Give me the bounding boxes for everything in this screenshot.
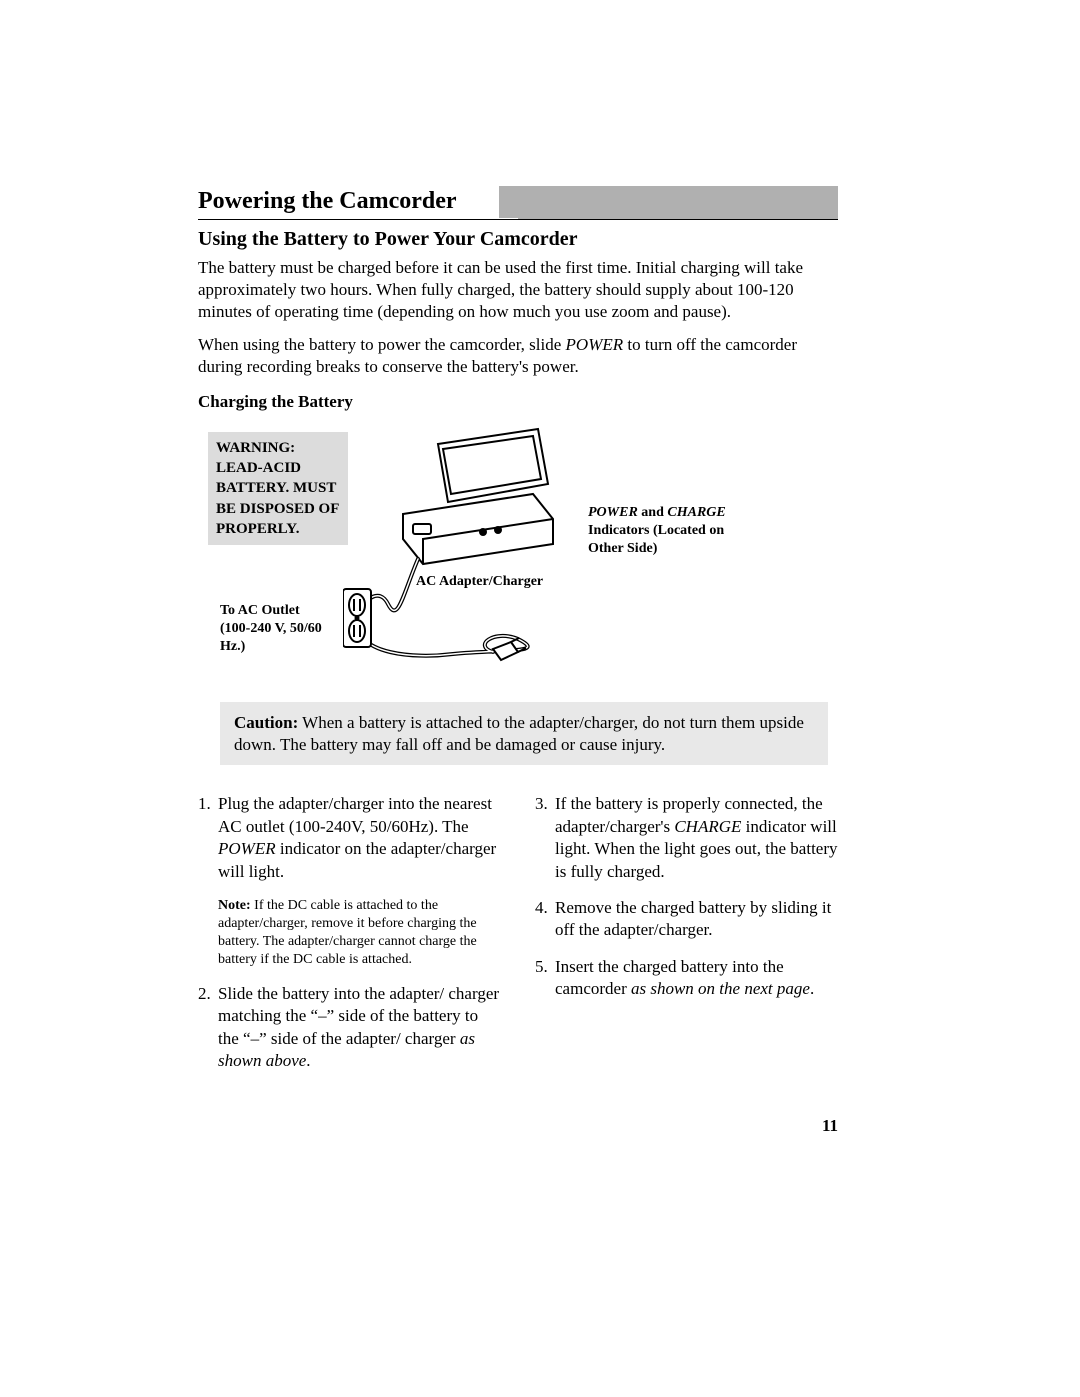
note: Note: If the DC cable is attached to the… <box>218 897 501 969</box>
step-4-num: 4. <box>535 897 555 942</box>
step-1: 1. Plug the adapter/charger into the nea… <box>198 793 501 883</box>
step-5-num: 5. <box>535 956 555 1001</box>
diagram-area: WARNING: LEAD-ACID BATTERY. MUST BE DISP… <box>208 432 838 692</box>
section-title-bar: Powering the Camcorder <box>198 186 838 220</box>
right-column: 3. If the battery is properly connected,… <box>535 793 838 1086</box>
step-3-num: 3. <box>535 793 555 883</box>
step-2: 2. Slide the battery into the adapter/ c… <box>198 983 501 1073</box>
warning-box: WARNING: LEAD-ACID BATTERY. MUST BE DISP… <box>208 432 348 545</box>
left-column: 1. Plug the adapter/charger into the nea… <box>198 793 501 1086</box>
step-3: 3. If the battery is properly connected,… <box>535 793 838 883</box>
ind-power: POWER <box>588 505 638 520</box>
step-1-num: 1. <box>198 793 218 883</box>
step-5-body: Insert the charged battery into the camc… <box>555 956 838 1001</box>
indicator-label: POWER and CHARGE Indicators (Located on … <box>588 504 758 559</box>
document-page: Powering the Camcorder Using the Battery… <box>198 186 838 1086</box>
note-text: If the DC cable is attached to the adapt… <box>218 898 477 967</box>
step-2-num: 2. <box>198 983 218 1073</box>
intro-p2-a: When using the battery to power the camc… <box>198 335 566 354</box>
section-title: Powering the Camcorder <box>198 188 457 214</box>
ind-rest: Indicators (Located on Other Side) <box>588 523 724 556</box>
steps-columns: 1. Plug the adapter/charger into the nea… <box>198 793 838 1086</box>
page-number: 11 <box>822 1116 838 1136</box>
step-1-body: Plug the adapter/charger into the neares… <box>218 793 501 883</box>
caution-box: Caution: When a battery is attached to t… <box>220 702 828 766</box>
note-label: Note: <box>218 898 251 913</box>
power-italic: POWER <box>566 335 624 354</box>
intro-paragraph-2: When using the battery to power the camc… <box>198 334 838 378</box>
charger-diagram <box>343 424 593 684</box>
charging-heading: Charging the Battery <box>198 392 838 412</box>
step-4-body: Remove the charged battery by sliding it… <box>555 897 838 942</box>
ind-and: and <box>638 505 668 520</box>
intro-paragraph-1: The battery must be charged before it ca… <box>198 257 838 322</box>
caution-text: When a battery is attached to the adapte… <box>234 713 804 754</box>
step-5: 5. Insert the charged battery into the c… <box>535 956 838 1001</box>
step-3-body: If the battery is properly connected, th… <box>555 793 838 883</box>
caution-label: Caution: <box>234 713 298 732</box>
step-2-body: Slide the battery into the adapter/ char… <box>218 983 501 1073</box>
subheading: Using the Battery to Power Your Camcorde… <box>198 228 838 251</box>
step-4: 4. Remove the charged battery by sliding… <box>535 897 838 942</box>
title-gray-bg <box>499 186 838 218</box>
ac-outlet-label: To AC Outlet (100-240 V, 50/60 Hz.) <box>220 602 330 657</box>
ind-charge: CHARGE <box>667 505 725 520</box>
